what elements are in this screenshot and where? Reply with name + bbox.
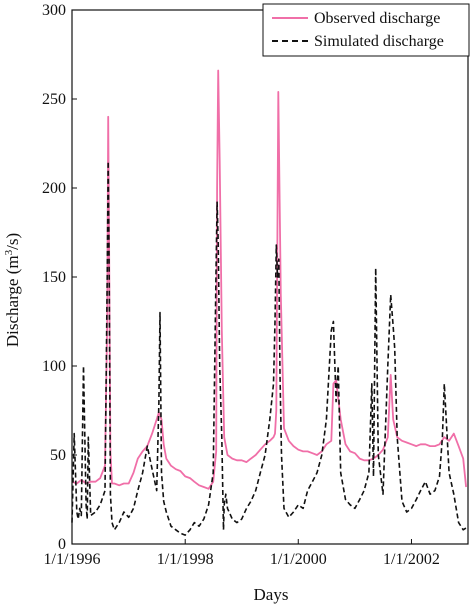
y-axis-title-tail: /s) [3, 233, 22, 250]
y-tick-label: 150 [42, 269, 66, 286]
y-tick-label: 50 [50, 447, 66, 464]
axes: 0 50 100 150 200 250 300 1/1/1996 1/1/1998 1/1/20… [42, 2, 469, 568]
x-tick-label: 1/1/1998 [157, 551, 214, 568]
plot-area [71, 69, 467, 536]
y-axis-title: Discharge (m3/s) [3, 233, 22, 347]
plot-frame [71, 9, 469, 545]
legend-label-observed: Observed discharge [314, 10, 440, 27]
x-tick-label: 1/1/2000 [270, 551, 327, 568]
y-axis-title-sup: 3 [3, 249, 15, 255]
x-tick-label: 1/1/1996 [44, 551, 101, 568]
y-tick-label: 250 [42, 91, 66, 108]
x-tick-label: 1/1/2002 [383, 551, 440, 568]
x-axis-title: Days [254, 585, 289, 604]
y-tick-label: 100 [42, 358, 66, 375]
y-tick-label: 200 [42, 180, 66, 197]
legend-label-simulated: Simulated discharge [314, 33, 444, 50]
legend: Observed discharge Simulated discharge [262, 3, 470, 57]
y-tick-label: 0 [58, 536, 66, 553]
series-simulated-line [71, 160, 467, 536]
y-tick-label: 300 [42, 2, 66, 19]
series-observed-line [71, 69, 467, 490]
y-axis-title-main: Discharge (m [3, 255, 22, 347]
legend-box [262, 3, 470, 57]
